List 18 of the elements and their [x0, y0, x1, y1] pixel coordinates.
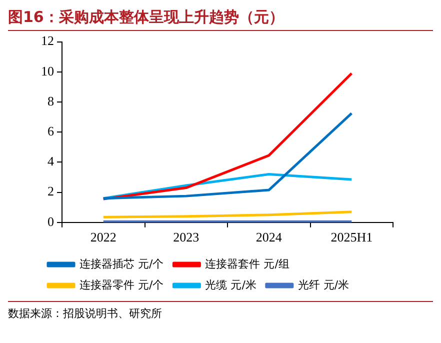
y-tick-label: 6 — [48, 124, 54, 139]
legend-label: 光缆 元/米 — [205, 278, 256, 292]
y-tick-label: 2 — [48, 184, 54, 199]
y-tick-label: 12 — [41, 33, 54, 48]
x-tick-label: 2022 — [90, 230, 116, 245]
x-tick-label: 2024 — [256, 230, 282, 245]
y-tick-label: 8 — [48, 93, 54, 108]
x-tick-label: 2025H1 — [330, 230, 373, 245]
source-note: 数据来源：招股说明书、研究所 — [8, 301, 433, 321]
y-tick-label: 0 — [48, 214, 54, 229]
chart-title: 图16：采购成本整体呈现上升趋势（元） — [8, 8, 433, 31]
y-tick-label: 4 — [48, 154, 54, 169]
legend-label: 连接器插芯 元/个 — [80, 257, 164, 270]
x-tick-label: 2023 — [173, 230, 200, 245]
legend-label: 连接器套件 元/组 — [205, 257, 290, 270]
legend-label: 光纤 元/米 — [298, 278, 350, 292]
y-tick-label: 10 — [41, 63, 54, 78]
legend-label: 连接器零件 元/个 — [80, 278, 164, 292]
